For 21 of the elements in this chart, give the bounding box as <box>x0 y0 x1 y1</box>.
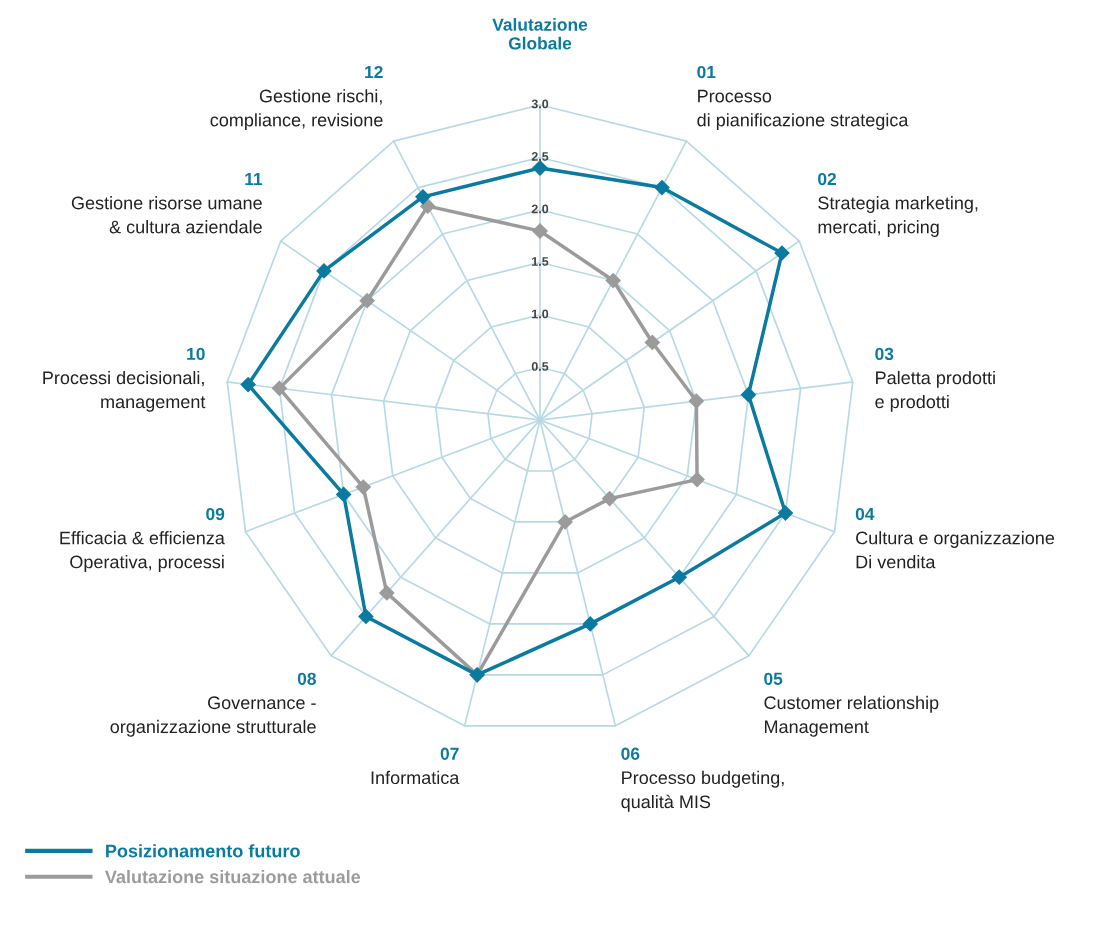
legend-label: Posizionamento futuro <box>106 844 300 858</box>
spoke-label: 07 Informatica <box>371 747 460 785</box>
y-tick-label: 1.0 <box>532 309 549 319</box>
spoke-label: 05 Customer relationship Management <box>764 672 939 737</box>
y-tick-label: 1.5 <box>532 257 549 266</box>
y-tick-label: 2.5 <box>531 152 549 161</box>
spoke-label: 06 Processo budgeting, qualità MIS <box>621 747 784 812</box>
spoke-label: 11 Gestione risorse umane & cultura aziendale <box>71 173 263 234</box>
legend-label: Valutazione situazione attuale <box>105 869 361 884</box>
spoke-label: 03 Paletta prodotti e prodotti <box>875 347 995 412</box>
spoke-label: 08 Governance - organizzazione strutturale <box>110 672 316 737</box>
spoke-label: 04 Cultura e organizzazione Di vendita <box>855 507 1055 569</box>
spoke-label: 02 Strategia marketing, mercati, pricing <box>818 172 978 237</box>
y-tick-label: 3.0 <box>531 99 549 109</box>
spoke-label: 09 Efficacia & efficienza Operativa, processi <box>60 507 225 572</box>
spoke-label: 12 Gestione rischi, compliance, revisione <box>210 65 383 130</box>
spoke-label: 10 Processi decisionali, management <box>43 347 206 412</box>
y-tick-label: 2.0 <box>531 204 549 214</box>
spoke-label: Valutazione Globale <box>492 18 588 50</box>
y-tick-label: 0.5 <box>531 362 549 371</box>
spoke-label: 01 Processo di pianificazione strategica <box>697 65 909 130</box>
